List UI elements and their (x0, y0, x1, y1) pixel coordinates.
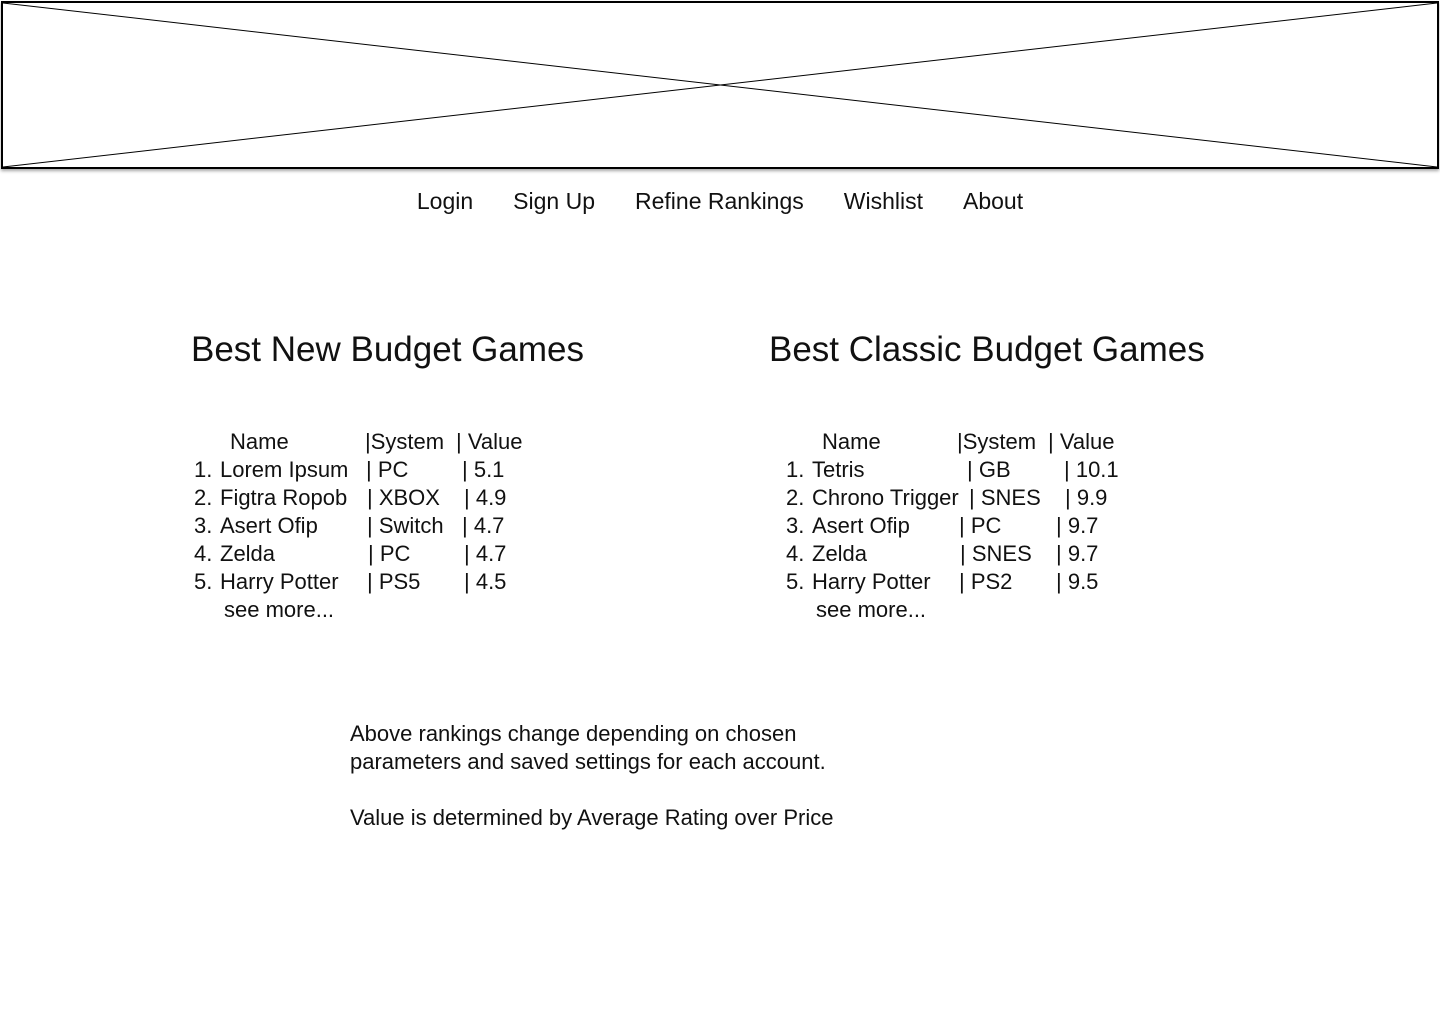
classic-games-list: Name |System | Value 1. Tetris | GB | 10… (786, 428, 1206, 624)
header-value: | Value (456, 429, 523, 454)
row-system: | XBOX (367, 485, 440, 510)
new-games-header-row: Name |System | Value (194, 428, 594, 456)
row-name: Chrono Trigger (812, 485, 959, 510)
row-value: | 4.9 (464, 485, 507, 510)
row-rank: 1. (194, 457, 213, 482)
header-system: |System (365, 429, 445, 454)
row-name: Figtra Ropob (220, 485, 348, 510)
see-more-row: see more... (786, 596, 1206, 624)
row-rank: 5. (786, 569, 805, 594)
row-rank: 5. (194, 569, 213, 594)
placeholder-cross-icon (3, 3, 1437, 167)
new-games-see-more-link[interactable]: see more... (224, 597, 335, 622)
table-row[interactable]: 4. Zelda | PC | 4.7 (194, 540, 594, 568)
row-system: | PS5 (367, 569, 421, 594)
row-name: Zelda (812, 541, 868, 566)
top-nav: Login Sign Up Refine Rankings Wishlist A… (0, 188, 1440, 215)
row-value: | 4.7 (462, 513, 505, 538)
row-value: | 10.1 (1064, 457, 1119, 482)
header-name: Name (822, 429, 881, 454)
row-system: | SNES (969, 485, 1041, 510)
table-row[interactable]: 3. Asert Ofip | PC | 9.7 (786, 512, 1206, 540)
nav-about-link[interactable]: About (963, 188, 1024, 214)
table-row[interactable]: 5. Harry Potter | PS2 | 9.5 (786, 568, 1206, 596)
row-value: | 9.9 (1065, 485, 1108, 510)
row-system: | SNES (960, 541, 1032, 566)
row-rank: 4. (194, 541, 213, 566)
table-row[interactable]: 4. Zelda | SNES | 9.7 (786, 540, 1206, 568)
row-rank: 3. (194, 513, 213, 538)
row-system: | PC (959, 513, 1002, 538)
rankings-notes: Above rankings change depending on chose… (350, 720, 833, 832)
table-row[interactable]: 5. Harry Potter | PS5 | 4.5 (194, 568, 594, 596)
classic-games-header-row: Name |System | Value (786, 428, 1206, 456)
row-name: Harry Potter (220, 569, 339, 594)
row-system: | PS2 (959, 569, 1013, 594)
row-value: | 9.7 (1056, 541, 1099, 566)
header-value: | Value (1048, 429, 1115, 454)
new-games-title: Best New Budget Games (191, 330, 584, 369)
banner-image-placeholder (1, 1, 1439, 169)
row-value: | 4.7 (464, 541, 507, 566)
table-row[interactable]: 3. Asert Ofip | Switch | 4.7 (194, 512, 594, 540)
notes-line: Above rankings change depending on chose… (350, 721, 797, 746)
row-name: Lorem Ipsum (220, 457, 349, 482)
table-row[interactable]: 2. Figtra Ropob | XBOX | 4.9 (194, 484, 594, 512)
row-system: | PC (368, 541, 411, 566)
header-name: Name (230, 429, 289, 454)
table-row[interactable]: 1. Lorem Ipsum | PC | 5.1 (194, 456, 594, 484)
table-row[interactable]: 1. Tetris | GB | 10.1 (786, 456, 1206, 484)
see-more-row: see more... (194, 596, 594, 624)
row-rank: 2. (786, 485, 805, 510)
row-name: Tetris (812, 457, 865, 482)
new-games-list: Name |System | Value 1. Lorem Ipsum | PC… (194, 428, 594, 624)
notes-spacer (350, 776, 833, 804)
notes-line: parameters and saved settings for each a… (350, 749, 826, 774)
classic-games-see-more-link[interactable]: see more... (816, 597, 927, 622)
nav-login-link[interactable]: Login (416, 188, 474, 214)
row-rank: 3. (786, 513, 805, 538)
row-rank: 4. (786, 541, 805, 566)
notes-line: Value is determined by Average Rating ov… (350, 805, 834, 830)
nav-wishlist-link[interactable]: Wishlist (843, 188, 923, 214)
row-value: | 9.7 (1056, 513, 1099, 538)
row-name: Zelda (220, 541, 276, 566)
nav-refine-rankings-link[interactable]: Refine Rankings (635, 188, 804, 214)
row-rank: 2. (194, 485, 213, 510)
classic-games-title: Best Classic Budget Games (769, 330, 1205, 369)
row-system: | PC (366, 457, 409, 482)
row-name: Harry Potter (812, 569, 931, 594)
table-row[interactable]: 2. Chrono Trigger | SNES | 9.9 (786, 484, 1206, 512)
row-value: | 4.5 (464, 569, 507, 594)
row-value: | 9.5 (1056, 569, 1099, 594)
row-value: | 5.1 (462, 457, 505, 482)
row-name: Asert Ofip (812, 513, 910, 538)
header-system: |System (957, 429, 1037, 454)
row-rank: 1. (786, 457, 805, 482)
nav-signup-link[interactable]: Sign Up (513, 188, 595, 214)
row-system: | Switch (367, 513, 444, 538)
row-system: | GB (967, 457, 1011, 482)
row-name: Asert Ofip (220, 513, 318, 538)
